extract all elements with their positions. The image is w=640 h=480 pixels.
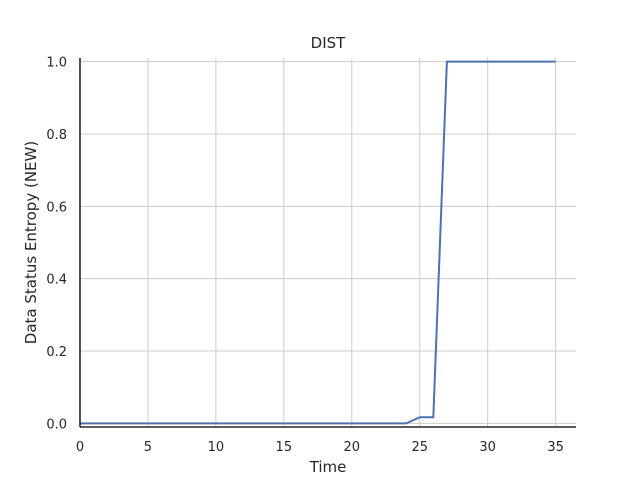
x-tick-label: 20 xyxy=(344,440,361,455)
y-axis-label: Data Status Entropy (NEW) xyxy=(22,141,40,344)
axes xyxy=(79,58,576,428)
x-tick-label: 15 xyxy=(276,440,293,455)
chart-title: DIST xyxy=(311,34,346,52)
x-tick-label: 5 xyxy=(144,440,152,455)
grid xyxy=(79,58,576,427)
y-tick-label: 0.4 xyxy=(46,273,67,288)
x-axis-label: Time xyxy=(309,458,347,476)
y-tick-labels: 0.0 0.2 0.4 0.6 0.8 1.0 xyxy=(46,56,67,433)
x-tick-label: 25 xyxy=(411,440,428,455)
y-tick-label: 0.0 xyxy=(46,417,67,432)
x-tick-label: 0 xyxy=(76,440,84,455)
series-layer xyxy=(80,60,556,425)
y-tick-label: 0.8 xyxy=(46,128,67,143)
series-line xyxy=(80,60,556,425)
y-tick-label: 1.0 xyxy=(46,56,67,71)
x-tick-labels: 0 5 10 15 20 25 30 35 xyxy=(76,440,564,455)
x-tick-label: 30 xyxy=(479,440,496,455)
x-tick-label: 10 xyxy=(208,440,225,455)
y-tick-label: 0.2 xyxy=(46,345,67,360)
y-tick-label: 0.6 xyxy=(46,200,67,215)
x-tick-label: 35 xyxy=(547,440,564,455)
